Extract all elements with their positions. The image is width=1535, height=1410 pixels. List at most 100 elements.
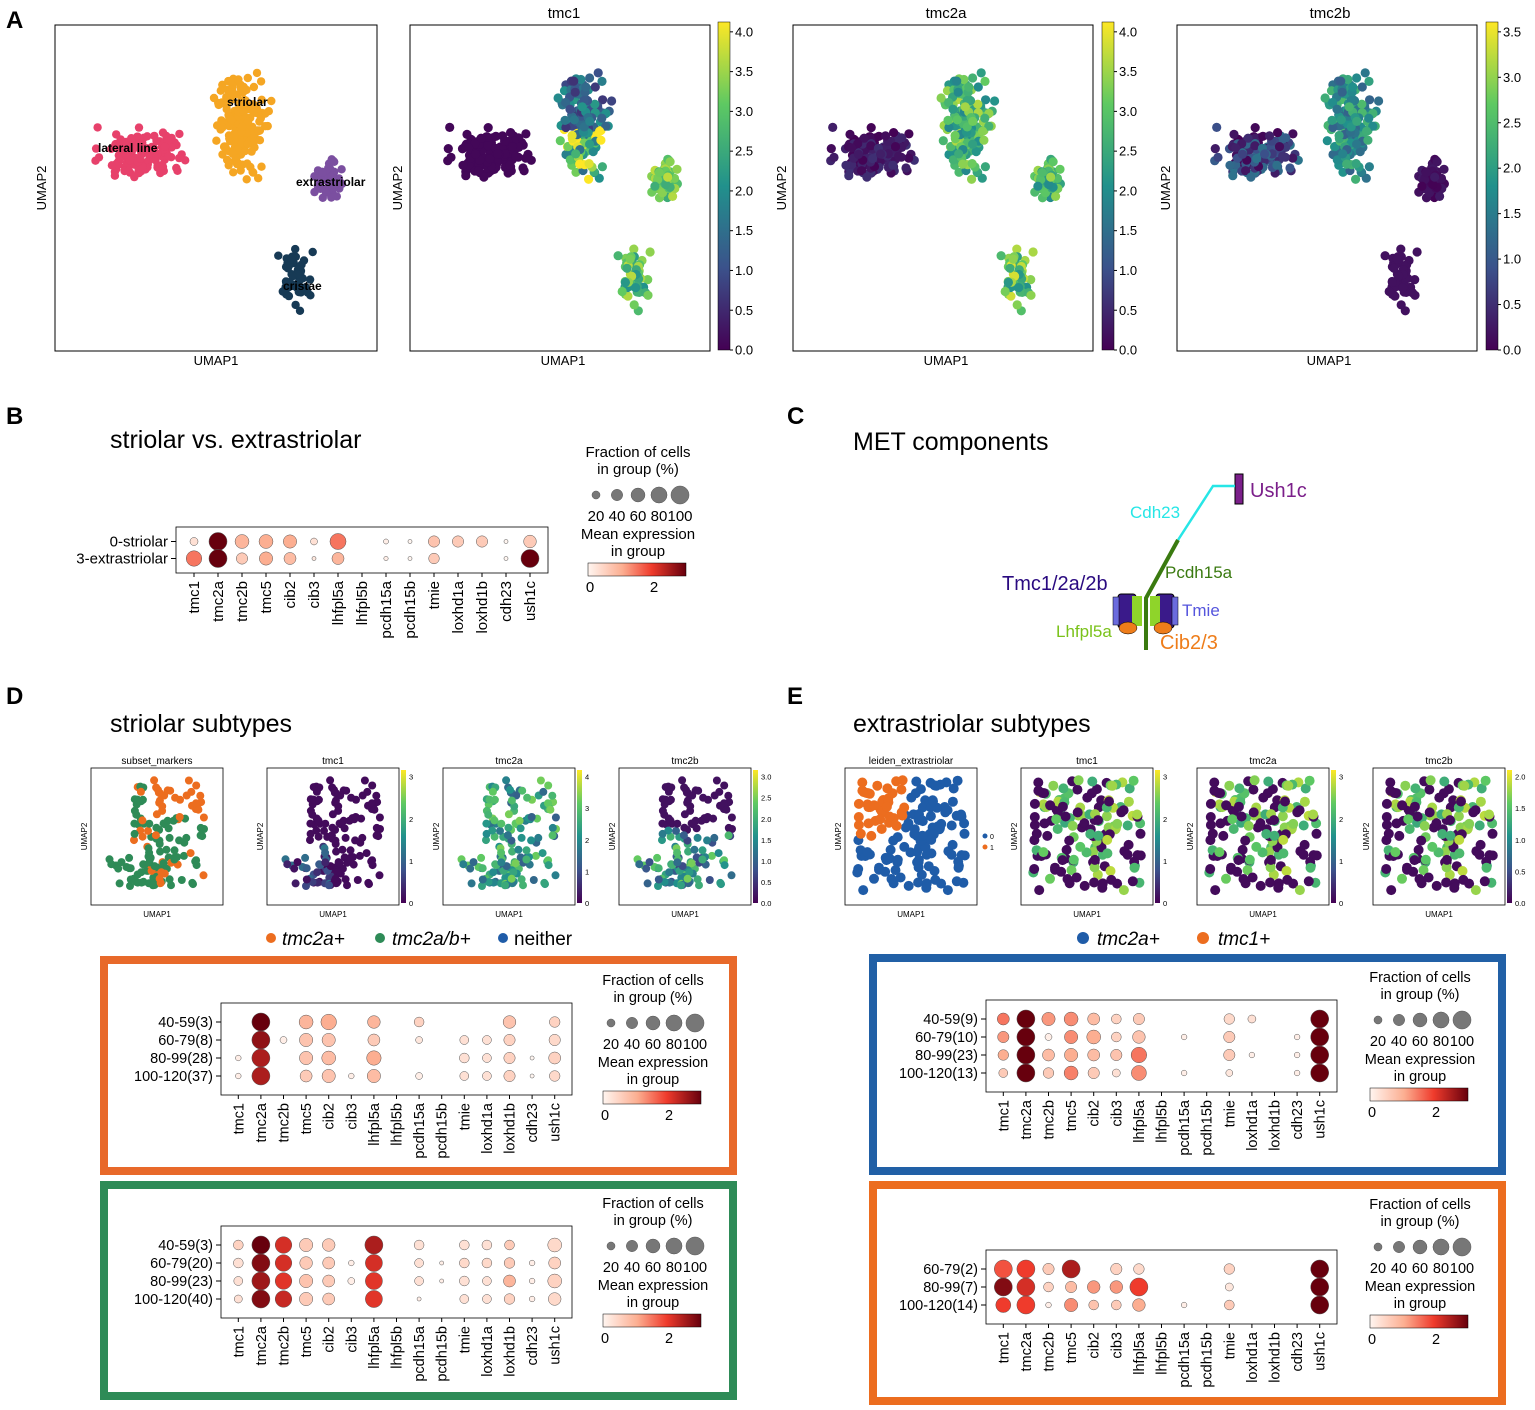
umap-point [175,129,184,139]
umap-point [1381,820,1392,830]
umap-point [1439,776,1450,787]
umap-point [157,868,166,877]
subplot-title: tmc1 [548,5,581,22]
umap-point [946,849,957,860]
umap-point [363,787,372,796]
colorbar-tick-label: 2.5 [735,144,753,159]
umap-point [490,795,499,804]
umap-point [635,860,644,869]
panel-e: extrastriolar subtypes leiden_extrastrio… [834,710,1525,1405]
umap-point [1474,849,1485,860]
dot-cib3 [348,1072,355,1080]
dot-pcdh15b [407,539,413,544]
umap-point [1039,818,1050,829]
dot-ush1c [548,1256,561,1270]
umap-point [645,858,654,867]
umap-point [585,139,595,149]
umap-point [1391,818,1402,829]
dot-lhfpl5a [365,1254,383,1272]
umap-point [661,179,671,190]
umap-point [980,162,991,172]
umap-a-tmc2b: tmc2b 0.0 0.5 1.0 1.5 2.0 2.5 3.0 3.5 UMAP1 UMA… [1158,5,1521,368]
umap-point [1003,277,1014,287]
umap-point [113,143,123,153]
dot-tmc2b [1042,1048,1055,1062]
dot-cib3 [310,537,318,546]
umap-point [1427,841,1438,852]
umap-point [217,98,227,107]
dot-tmc2a [1016,1045,1036,1065]
umap-point [1397,800,1408,811]
size-legend-dot [1432,1011,1450,1029]
umap-point [968,139,978,149]
umap-point [1273,882,1284,893]
umap-point [228,88,237,97]
umap-point [1029,812,1040,822]
umap-point [570,87,580,97]
umap-point [1404,824,1415,834]
dot-ush1c [1310,1045,1329,1065]
umap-point [581,82,591,92]
umap-point [234,75,243,84]
umap-point [107,860,116,869]
dot-cib2 [1087,1048,1100,1062]
gene-label: cdh23 [525,1103,541,1143]
umap-point [680,823,689,832]
dot-loxhd1a [1248,1051,1255,1059]
umap-point [866,123,876,133]
umap-point [305,275,315,284]
gene-label: loxhd1b [1268,1100,1284,1151]
umap-point [663,172,673,182]
umap-point [476,133,486,143]
umap-point [691,816,700,825]
small-umap: tmc1 UMAP1 UMAP2 0 1 2 3 [256,756,413,919]
size-legend-label: 80 [1433,1261,1449,1277]
umap-point [446,152,456,162]
umap-point [1277,811,1288,822]
umap-point [327,172,336,182]
umap-point [913,877,924,888]
colorbar-tick-label: 0 [1163,899,1167,908]
colorbar-tick-label: 3.0 [1119,104,1137,119]
umap-point [1072,807,1083,818]
umap-point [642,864,651,873]
umap-point [1127,876,1138,887]
gene-label: ush1c [548,1326,564,1365]
umap-point [1221,873,1231,884]
umap-point [682,785,690,794]
umap-point [515,816,524,825]
umap-point [1248,784,1259,795]
umap-point [239,82,248,92]
umap-point [857,785,868,796]
umap-point [474,166,484,176]
umap-point [853,812,864,822]
colorbar-gradient [717,21,731,351]
colorbar-gradient [1331,770,1336,903]
umap-point [911,776,922,787]
umap-point [1435,191,1445,201]
umap-point [1352,139,1362,149]
colorbar-tick-label: 3.5 [735,64,753,79]
x-axis-label: UMAP1 [194,353,239,368]
colorbar-gradient [1155,770,1160,903]
umap-point [243,140,252,149]
met-diagram: Ush1c Cdh23 Pcdh15a Tmc1/2a/2b Tmie Lhfp… [1002,473,1307,654]
gene-label: lhfpl5b [390,1103,406,1146]
panel-c-title: MET components [853,428,1048,456]
colorbar-tick-label: 2 [1163,815,1167,824]
gene-label: lhfpl5a [330,580,347,625]
umap-point [720,799,728,808]
umap-point [936,93,946,103]
dot-loxhd1b [476,535,488,548]
dot-tmc2b [1043,1281,1054,1293]
umap-point [312,787,321,796]
y-axis-label: UMAP2 [34,166,49,211]
dot-lhfpl5a [367,1033,381,1047]
umap-point [1260,149,1270,159]
size-legend-label: 20 [603,1037,619,1053]
umap-point [362,849,371,858]
size-legend-dot [645,1238,661,1254]
umap-point [321,858,330,867]
umap-point [944,122,954,133]
umap-point [243,159,252,168]
